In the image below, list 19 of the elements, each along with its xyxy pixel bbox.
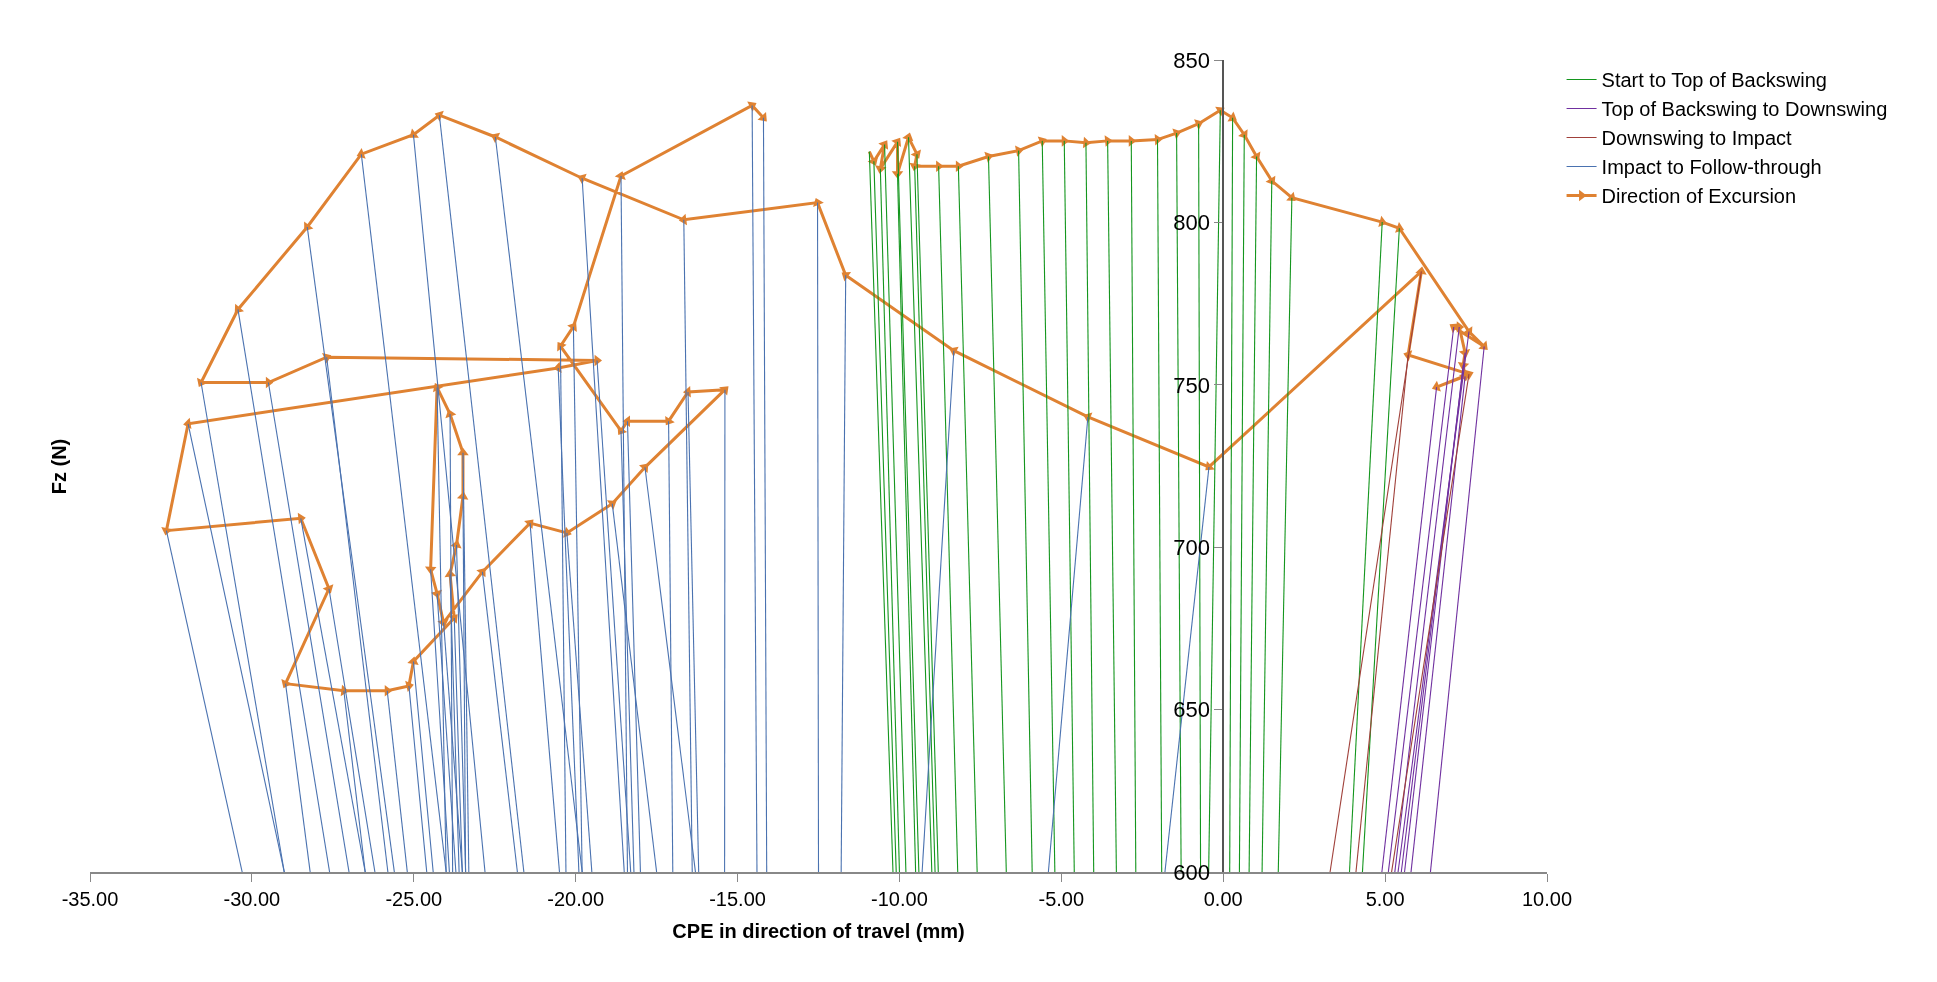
y-axis-title: Fz (N) <box>48 438 71 495</box>
x-tick-label: -15.00 <box>709 887 766 910</box>
x-tick-label: -25.00 <box>385 887 443 910</box>
x-tick-label: -30.00 <box>223 887 281 910</box>
legend-label: Start to Top of Backswing <box>1601 69 1827 92</box>
y-tick-label: 850 <box>1173 47 1211 73</box>
legend-label: Top of Backswing to Downswing <box>1601 98 1888 121</box>
x-tick-label: -10.00 <box>871 887 928 910</box>
x-tick-label: 5.00 <box>1365 887 1405 910</box>
legend-label: Direction of Excursion <box>1601 185 1797 208</box>
x-axis-title: CPE in direction of travel (mm) <box>672 919 965 942</box>
legend-label: Downswing to Impact <box>1601 127 1793 150</box>
x-tick-label: -35.00 <box>61 887 119 910</box>
x-tick-label: -5.00 <box>1038 887 1085 910</box>
legend-label: Impact to Follow-through <box>1601 156 1822 179</box>
y-tick-label: 600 <box>1173 859 1211 885</box>
x-tick-label: -20.00 <box>547 887 605 910</box>
x-tick-label: 10.00 <box>1521 887 1573 910</box>
x-tick-label: 0.00 <box>1203 887 1243 910</box>
